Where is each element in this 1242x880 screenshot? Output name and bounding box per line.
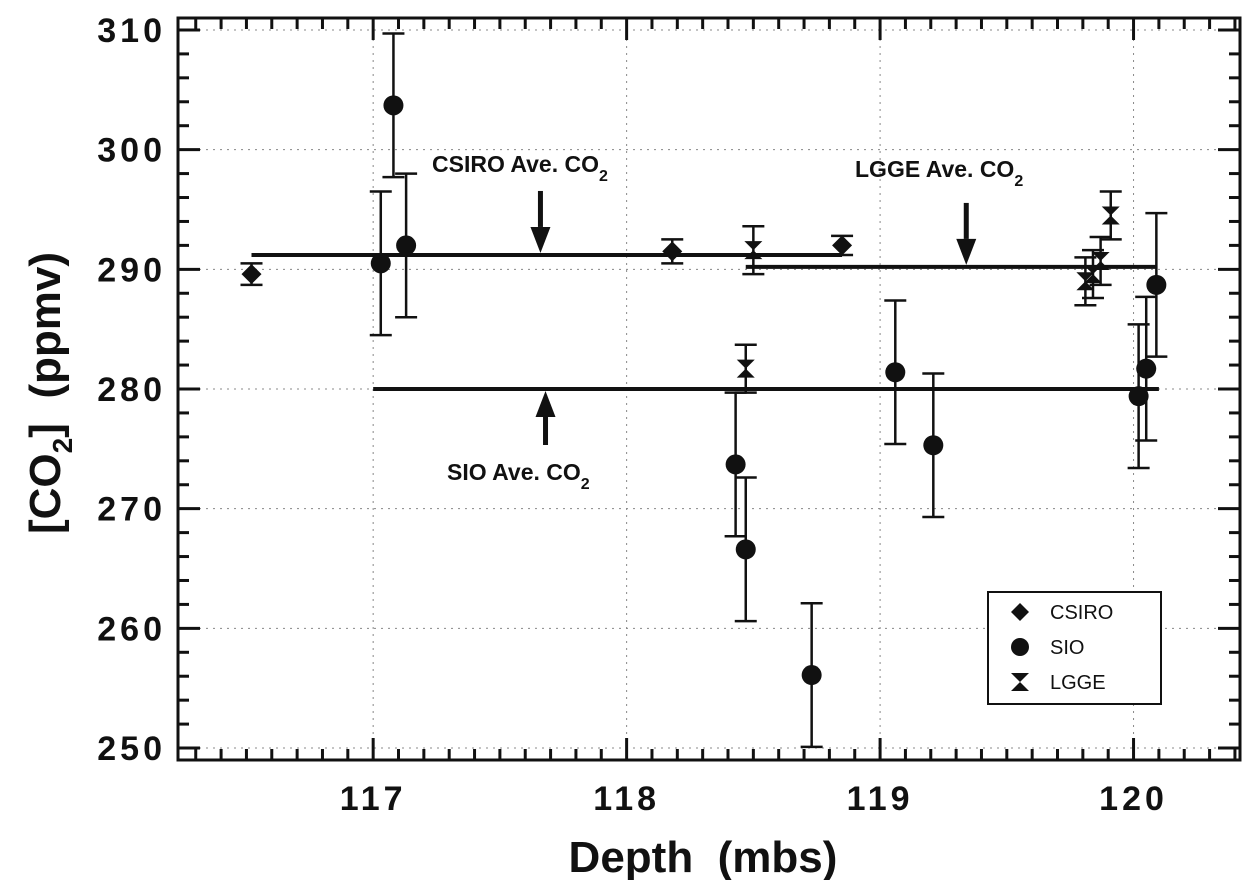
csiro-average-label-sub: 2 bbox=[599, 168, 608, 185]
annotation-arrow-head bbox=[535, 391, 556, 417]
legend-markers bbox=[1011, 603, 1029, 691]
point-csiro bbox=[832, 235, 853, 256]
x-tick-label: 118 bbox=[593, 780, 660, 818]
point-sio bbox=[370, 253, 391, 274]
annotation-arrow-head bbox=[956, 238, 977, 265]
x-tick-label: 120 bbox=[1099, 780, 1168, 818]
point-sio bbox=[383, 95, 404, 116]
y-tick-label: 250 bbox=[97, 730, 166, 768]
point-sio bbox=[1146, 274, 1167, 295]
tick-labels: 117 118 119 120 250 260 270 280 290 300 310 bbox=[97, 12, 1168, 818]
legend-label-csiro: CSIRO bbox=[1050, 602, 1113, 624]
point-sio bbox=[885, 362, 906, 383]
point-sio bbox=[923, 435, 944, 456]
y-tick-label: 290 bbox=[97, 251, 166, 289]
point-sio bbox=[735, 539, 756, 560]
x-tick-label: 119 bbox=[847, 780, 914, 818]
sio-average-label-main: SIO Ave. CO bbox=[447, 459, 581, 485]
point-lgge bbox=[736, 359, 755, 378]
error-bars bbox=[240, 32, 1168, 749]
legend-marker-lgge bbox=[1011, 673, 1029, 691]
point-lgge bbox=[1101, 206, 1120, 225]
sio-average-label-sub: 2 bbox=[581, 476, 590, 493]
lgge-average-label-main: LGGE Ave. CO bbox=[855, 156, 1014, 182]
annotation-arrows bbox=[530, 190, 977, 445]
point-sio bbox=[801, 665, 822, 686]
csiro-average-label-main: CSIRO Ave. CO bbox=[432, 151, 599, 177]
y-tick-label: 280 bbox=[97, 371, 166, 409]
lgge-average-label: LGGE Ave. CO2 bbox=[855, 156, 1023, 190]
sio-average-label: SIO Ave. CO2 bbox=[447, 459, 590, 493]
point-sio bbox=[725, 454, 746, 475]
y-axis-title-sub: 2 bbox=[47, 438, 78, 454]
csiro-average-label: CSIRO Ave. CO2 bbox=[432, 151, 608, 185]
lgge-average-label-sub: 2 bbox=[1014, 173, 1023, 190]
point-sio bbox=[1136, 358, 1157, 379]
point-sio bbox=[396, 235, 417, 256]
y-tick-label: 310 bbox=[97, 12, 166, 50]
point-csiro bbox=[241, 264, 262, 285]
point-lgge bbox=[1091, 251, 1110, 270]
annotation-arrow-head bbox=[530, 226, 551, 253]
point-csiro bbox=[662, 241, 683, 262]
y-axis-title-post: ] (ppmv) bbox=[21, 252, 70, 438]
point-sio bbox=[1128, 386, 1149, 407]
axis-ticks bbox=[178, 18, 1240, 760]
legend-marker-sio bbox=[1011, 638, 1029, 656]
legend-label-sio: SIO bbox=[1050, 637, 1084, 659]
x-tick-label: 117 bbox=[340, 780, 407, 818]
data-markers bbox=[241, 95, 1167, 686]
average-lines bbox=[251, 252, 1159, 391]
legend: CSIRO SIO LGGE bbox=[987, 591, 1162, 705]
x-axis-title: Depth (mbs) bbox=[569, 833, 838, 880]
y-tick-label: 260 bbox=[97, 610, 166, 648]
y-tick-label: 300 bbox=[97, 132, 166, 170]
y-tick-label: 270 bbox=[97, 491, 166, 529]
point-lgge bbox=[744, 241, 763, 260]
y-axis-title: [CO2] (ppmv) bbox=[21, 252, 78, 534]
point-lgge bbox=[1076, 272, 1095, 291]
legend-marker-csiro bbox=[1011, 603, 1029, 621]
y-axis-title-pre: [CO bbox=[21, 453, 70, 534]
legend-label-lgge: LGGE bbox=[1050, 672, 1106, 694]
